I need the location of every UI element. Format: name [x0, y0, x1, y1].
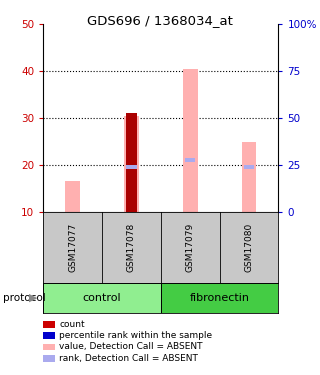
Bar: [43, 283, 161, 313]
Text: GDS696 / 1368034_at: GDS696 / 1368034_at: [87, 14, 233, 27]
Text: protocol: protocol: [3, 293, 46, 303]
Text: value, Detection Call = ABSENT: value, Detection Call = ABSENT: [59, 342, 203, 351]
Text: percentile rank within the sample: percentile rank within the sample: [59, 331, 212, 340]
Text: rank, Detection Call = ABSENT: rank, Detection Call = ABSENT: [59, 354, 198, 363]
Bar: [126, 165, 137, 169]
Bar: [244, 165, 254, 169]
Text: GSM17079: GSM17079: [186, 223, 195, 272]
Bar: [242, 142, 256, 212]
Bar: [183, 69, 197, 212]
Text: count: count: [59, 320, 85, 329]
Text: GSM17080: GSM17080: [244, 223, 253, 272]
Text: GSM17077: GSM17077: [68, 223, 77, 272]
Bar: [65, 182, 80, 212]
Bar: [185, 158, 196, 162]
Text: fibronectin: fibronectin: [189, 293, 250, 303]
Bar: [126, 113, 137, 212]
Bar: [161, 283, 278, 313]
Text: control: control: [83, 293, 121, 303]
Text: GSM17078: GSM17078: [127, 223, 136, 272]
Text: ▶: ▶: [29, 293, 38, 303]
Bar: [124, 116, 139, 212]
